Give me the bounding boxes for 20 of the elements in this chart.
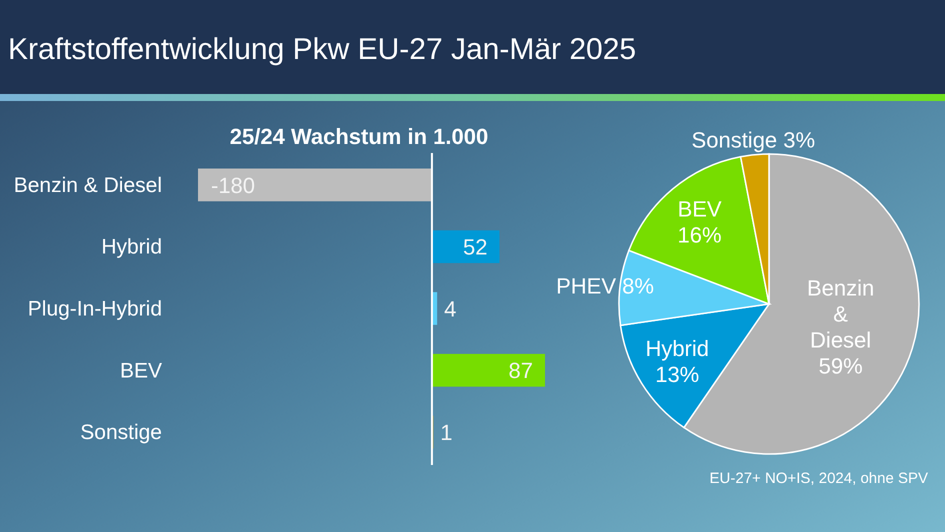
- data-label: 4: [444, 296, 456, 322]
- y-tick-label: Hybrid: [101, 236, 162, 259]
- y-tick-label: BEV: [120, 359, 162, 382]
- y-tick-label: Benzin & Diesel: [14, 174, 162, 197]
- data-label: 1: [440, 420, 452, 446]
- data-label: 52: [463, 234, 488, 260]
- y-tick-label: Sonstige: [80, 421, 162, 444]
- data-label: 59%: [818, 353, 863, 378]
- slice-label: Hybrid: [645, 336, 710, 361]
- y-tick-label: Plug-In-Hybrid: [28, 298, 162, 320]
- data-label: 16%: [678, 222, 722, 248]
- text: EU-27+ NO+IS, 2024, ohne SPV: [710, 470, 928, 487]
- data-label: 87: [508, 358, 533, 384]
- chart-subtitle: 25/24 Wachstum in 1.000: [230, 124, 488, 149]
- slice-label: BEV: [678, 196, 722, 222]
- slice-label: Sonstige 3%: [692, 128, 816, 153]
- slice-label: PHEV 8%: [556, 274, 654, 299]
- chart-title: Kraftstoffentwicklung Pkw EU-27 Jan-Mär 2025: [8, 33, 636, 66]
- data-label: 13%: [655, 362, 700, 387]
- slice-label: Benzin & Diesel: [806, 275, 874, 352]
